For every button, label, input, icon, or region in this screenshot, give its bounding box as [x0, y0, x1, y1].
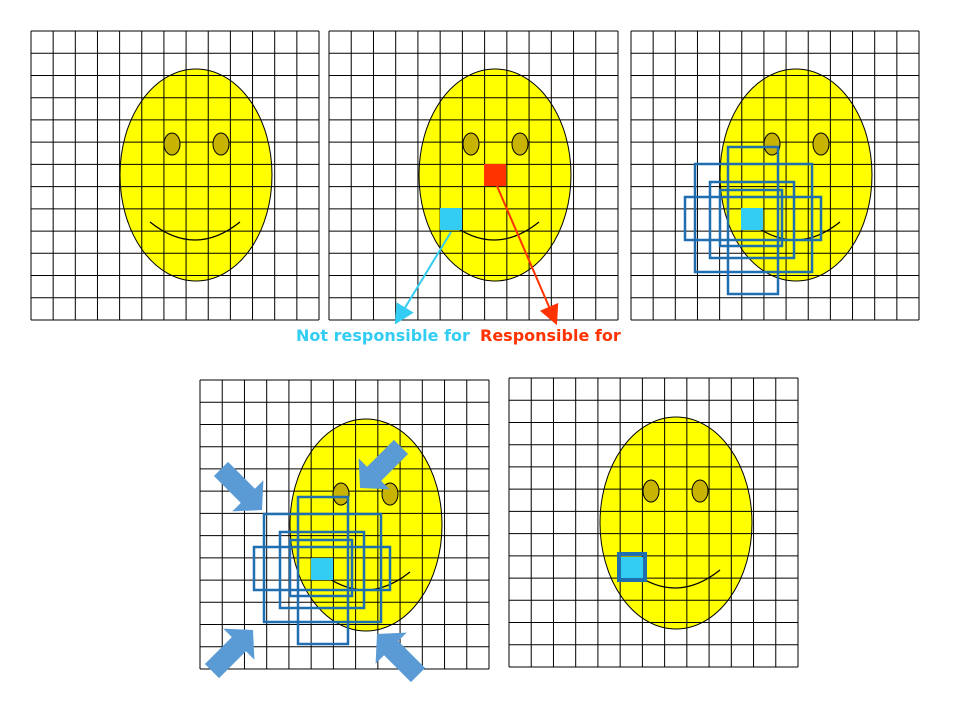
final-bounding-box — [617, 552, 647, 582]
bounding-box — [278, 530, 366, 610]
cyan-cell — [741, 208, 763, 230]
arrow-bottom-left — [204, 628, 255, 679]
not-responsible-label: Not responsible for — [296, 326, 470, 345]
cyan-cell — [621, 557, 643, 579]
grid — [328, 30, 619, 321]
bounding-box — [262, 512, 383, 624]
bounding-box — [693, 162, 814, 274]
responsible-label: Responsible for — [480, 326, 621, 345]
panel-4 — [199, 379, 490, 683]
bounding-boxes — [683, 145, 823, 296]
smiley-face — [599, 416, 753, 630]
left-eye — [642, 479, 660, 503]
arrow-top-right — [358, 439, 409, 490]
left-eye — [163, 132, 181, 156]
smiley-face — [289, 418, 443, 632]
bounding-box — [296, 495, 350, 646]
bounding-boxes — [252, 495, 392, 646]
bounding-box — [708, 180, 796, 260]
panel-3 — [630, 30, 920, 321]
left-eye — [332, 482, 350, 506]
left-eye — [462, 132, 480, 156]
left-eye — [763, 132, 781, 156]
right-eye — [511, 132, 529, 156]
right-eye — [691, 479, 709, 503]
bounding-box — [683, 195, 823, 242]
panel-1 — [30, 30, 320, 321]
red-arrow — [496, 185, 559, 326]
smiley-face — [119, 68, 273, 282]
cyan-arrow — [394, 231, 452, 325]
arrow-bottom-right — [375, 632, 426, 683]
bounding-box — [288, 538, 354, 598]
arrow-top-left — [213, 461, 264, 512]
cyan-cell — [311, 558, 333, 580]
smiley-face — [719, 68, 873, 282]
bounding-box — [252, 545, 392, 592]
cyan-cell — [440, 208, 462, 230]
bounding-box — [726, 145, 780, 296]
red-cell — [484, 164, 506, 186]
smile — [149, 221, 241, 241]
squeeze-arrows — [204, 439, 426, 683]
panel-5 — [508, 377, 799, 668]
right-eye — [212, 132, 230, 156]
grid — [508, 377, 799, 668]
grid — [30, 30, 320, 321]
panel-2 — [328, 30, 619, 326]
right-eye — [812, 132, 830, 156]
bounding-box — [718, 188, 784, 248]
